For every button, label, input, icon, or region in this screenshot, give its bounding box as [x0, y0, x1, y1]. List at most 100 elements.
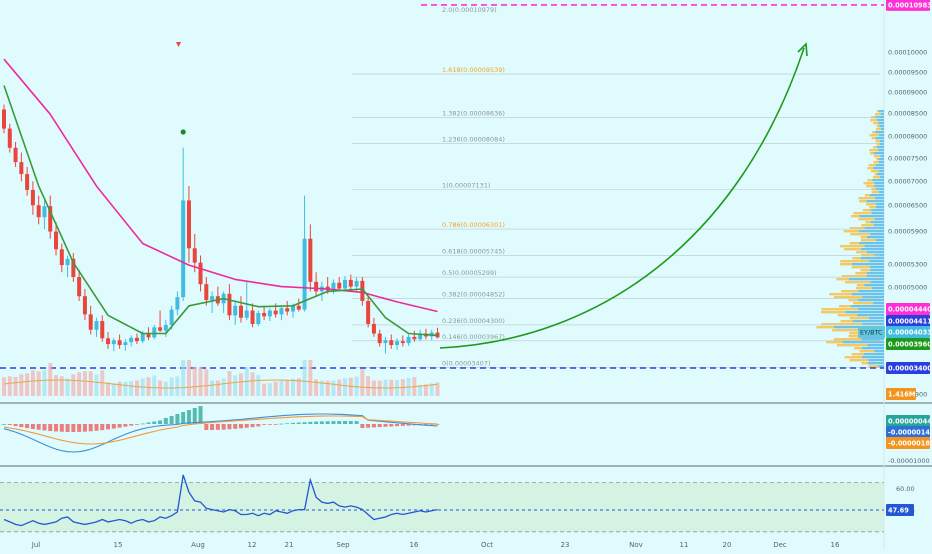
- candle-body: [262, 312, 267, 317]
- volume-bar: [2, 377, 6, 396]
- macd-value-tag-bg: [886, 426, 930, 438]
- macd-histogram-bar: [181, 412, 186, 424]
- moving-averages: [3, 58, 438, 337]
- candle-body: [181, 200, 186, 298]
- volume-profile-bar-sell: [871, 191, 880, 194]
- volume-profile-bar-buy: [874, 218, 884, 221]
- volume-profile-bar-buy: [845, 311, 884, 314]
- volume-profile-bar-sell: [865, 203, 876, 206]
- volume-bars: [2, 360, 440, 396]
- volume-profile-bar-sell: [836, 344, 868, 347]
- candle-body: [30, 189, 35, 206]
- rsi-value-tag-bg: [886, 503, 914, 516]
- volume-profile-bar-sell: [874, 173, 877, 176]
- macd-histogram-bar: [175, 414, 180, 424]
- macd-histogram-bar: [198, 406, 203, 424]
- volume-profile-bar-buy: [877, 119, 884, 122]
- candle-body: [343, 279, 348, 289]
- candle-body: [279, 308, 284, 315]
- price-axis-label: 0.00009000: [888, 89, 927, 97]
- macd-histogram-bar: [262, 424, 267, 425]
- volume-profile-bar-sell: [849, 317, 869, 320]
- volume-profile-bar-buy: [872, 179, 884, 182]
- time-axis-label: 21: [285, 541, 294, 549]
- macd-value-tag: 0.00000044: [888, 418, 932, 426]
- volume-bar: [106, 382, 111, 396]
- time-axis-label: Dec: [773, 541, 787, 549]
- volume-profile-bar-buy: [849, 278, 884, 281]
- fib-label: 0(0.00003407): [442, 360, 491, 368]
- candle-body: [366, 300, 371, 324]
- volume-profile-bar-sell: [873, 155, 881, 158]
- macd-histogram-bar: [238, 424, 243, 429]
- price-tag-bg: [886, 303, 930, 315]
- volume-bar: [7, 376, 12, 396]
- volume-profile-bar-sell: [859, 350, 875, 353]
- signal-dot: [180, 129, 186, 135]
- candle-body: [331, 282, 336, 291]
- macd-histogram-bar: [377, 424, 382, 428]
- macd-histogram-bar: [267, 424, 272, 425]
- candle-body: [140, 333, 145, 342]
- candle-body: [175, 297, 180, 310]
- volume-profile-bar-sell: [860, 236, 867, 239]
- rsi-band: [0, 482, 884, 532]
- macd-histogram-bar: [152, 421, 157, 424]
- price-axis-label: 0.00005000: [888, 284, 927, 292]
- candle-body: [19, 162, 24, 175]
- volume-bar: [25, 373, 30, 396]
- volume-profile-bar-sell: [855, 272, 867, 275]
- volume-bar: [111, 383, 116, 396]
- volume-bar: [59, 376, 64, 396]
- signal-triangle-down: [176, 42, 181, 47]
- volume-profile-bar-buy: [868, 317, 884, 320]
- macd-histogram-bar: [192, 408, 197, 424]
- volume-profile-bar-sell: [869, 134, 879, 137]
- target-price-tag: 0.00010983: [888, 1, 932, 9]
- macd-histogram-bar: [210, 424, 215, 430]
- volume-bar: [82, 371, 87, 396]
- candle-body: [273, 310, 278, 315]
- macd-histogram-bar: [435, 424, 440, 425]
- candle-body: [88, 314, 93, 330]
- volume-profile-bar-sell: [869, 206, 876, 209]
- rsi-pane: [0, 474, 884, 533]
- candle-body: [36, 205, 41, 218]
- volume-profile-bar-buy: [866, 275, 884, 278]
- candle-body: [389, 340, 394, 346]
- candle-body: [146, 333, 151, 338]
- macd-histogram-bar: [360, 424, 365, 428]
- volume-profile-bar-sell: [871, 137, 876, 140]
- price-tag: 0.00003960: [888, 341, 932, 349]
- volume-bar: [418, 384, 423, 396]
- annotations: [176, 42, 808, 349]
- volume-tag: 1.416M: [888, 391, 915, 399]
- volume-profile-bar-sell: [848, 299, 859, 302]
- time-axis-label: Aug: [191, 541, 205, 549]
- candle-body: [186, 200, 191, 249]
- volume-profile-bar-buy: [852, 263, 884, 266]
- volume-bar: [337, 379, 342, 396]
- candle-body: [100, 321, 105, 339]
- macd-histogram-bar: [82, 424, 87, 432]
- volume-bar: [308, 360, 313, 396]
- macd-histogram-bar: [227, 424, 232, 430]
- macd-histogram-bar: [106, 424, 111, 430]
- candle-body: [418, 333, 423, 340]
- price-tags: 0.00010983 0.00004440 0.00004411 0.00004033…: [858, 0, 932, 516]
- ema-fast-line: [3, 85, 438, 337]
- volume-profile-bar-buy: [878, 149, 884, 152]
- volume-profile-bar-buy: [860, 257, 884, 260]
- volume-bar: [175, 376, 180, 396]
- candle-body: [134, 337, 139, 342]
- volume-bar: [238, 373, 243, 396]
- macd-histogram-bar: [348, 421, 353, 424]
- volume-profile-bar-sell: [839, 245, 865, 248]
- volume-bar: [285, 379, 290, 396]
- volume-bar: [36, 371, 41, 396]
- volume-profile-bar-buy: [870, 221, 884, 224]
- candle-body: [117, 340, 122, 346]
- macd-histogram-bar: [48, 424, 53, 432]
- fib-label: 0.618(0.00005745): [442, 248, 505, 256]
- candle-body: [106, 338, 111, 345]
